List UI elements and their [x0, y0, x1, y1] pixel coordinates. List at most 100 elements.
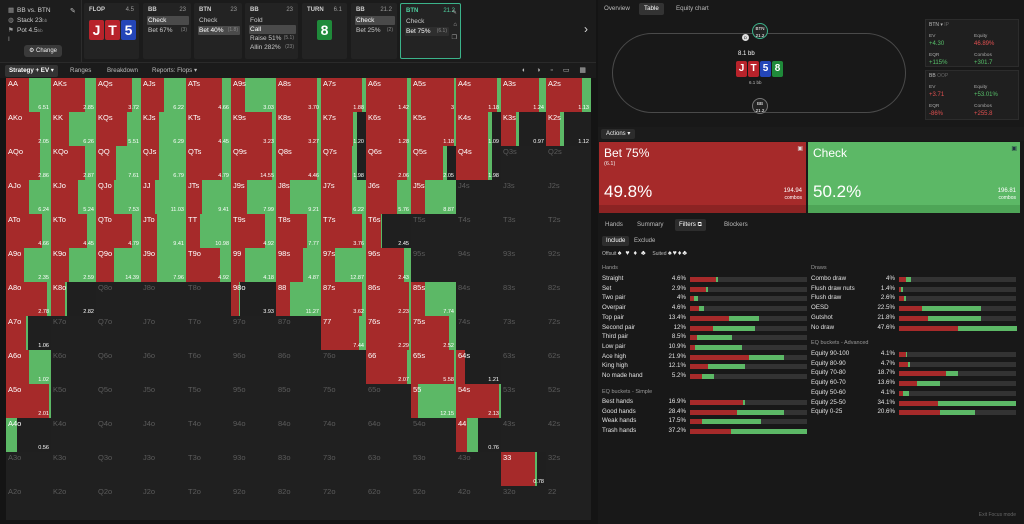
hand-cell[interactable]: Q5o — [96, 384, 141, 418]
filter-row[interactable]: No draw 47.6% — [811, 324, 1017, 333]
hand-cell[interactable]: 98o 3.93 — [231, 282, 276, 316]
hand-cell[interactable]: 87o — [276, 316, 321, 350]
filter-row[interactable]: No made hand 5.2% — [602, 372, 807, 381]
hand-cell[interactable]: 55 12.15 — [411, 384, 456, 418]
tab-overview[interactable]: Overview — [604, 5, 630, 12]
bet-action-card[interactable]: Bet 75% (6.1) 49.8% 194.94 combos ▣ — [599, 142, 806, 213]
filter-row[interactable]: Equity 50-60 4.1% — [811, 389, 1016, 398]
hand-cell[interactable]: Q2o — [96, 486, 141, 520]
hand-cell[interactable]: A9s 3.03 — [231, 78, 276, 112]
hand-cell[interactable]: A7o 1.06 — [6, 316, 51, 350]
street-flop[interactable]: FLOP 4.5 J T 5 — [84, 3, 139, 59]
hand-cell[interactable]: J3s — [501, 180, 546, 214]
filter-row[interactable]: Low pair 10.9% — [602, 343, 807, 352]
hand-cell[interactable]: T7o — [186, 316, 231, 350]
hand-cell[interactable]: 86o — [276, 350, 321, 384]
hand-cell[interactable]: T2s — [546, 214, 591, 248]
hand-cell[interactable]: A3s 1.24 — [501, 78, 546, 112]
hand-cell[interactable]: 76o — [321, 350, 366, 384]
hand-cell[interactable]: AJo 6.24 — [6, 180, 51, 214]
chevron-right-icon[interactable]: › — [584, 22, 588, 36]
include-toggle[interactable]: Include — [602, 236, 630, 246]
hand-cell[interactable]: K9s 3.23 — [231, 112, 276, 146]
hand-cell[interactable]: 84s — [456, 282, 501, 316]
hand-cell[interactable]: 52o — [411, 486, 456, 520]
hand-cell[interactable]: K2o — [51, 486, 96, 520]
hand-cell[interactable]: 33 0.78 — [501, 452, 546, 486]
hand-cell[interactable]: 96s 2.43 — [366, 248, 411, 282]
hand-cell[interactable]: TT 10.98 — [186, 214, 231, 248]
hand-cell[interactable]: K7s 1.20 — [321, 112, 366, 146]
hand-cell[interactable]: JTs 9.41 — [186, 180, 231, 214]
hand-cell[interactable]: 44 0.76 — [456, 418, 501, 452]
hand-cell[interactable]: 66 2.07 — [366, 350, 411, 384]
hand-cell[interactable]: KQs 5.51 — [96, 112, 141, 146]
hand-cell[interactable]: 97s 12.87 — [321, 248, 366, 282]
hand-cell[interactable]: A9o 2.35 — [6, 248, 51, 282]
hand-cell[interactable]: J4s — [456, 180, 501, 214]
hand-cell[interactable]: Q5s 2.05 — [411, 146, 456, 180]
hand-cell[interactable]: A7s 1.88 — [321, 78, 366, 112]
hand-cell[interactable]: 94s — [456, 248, 501, 282]
hand-cell[interactable]: K3o — [51, 452, 96, 486]
action-call[interactable]: Call — [249, 25, 296, 34]
hand-cell[interactable]: JJ 11.03 — [141, 180, 186, 214]
filter-row[interactable]: Good hands 28.4% — [602, 408, 807, 417]
action-allin[interactable]: Allin 282% (23) — [250, 44, 294, 51]
hand-cell[interactable]: 85o — [276, 384, 321, 418]
hand-cell[interactable]: KJs 6.29 — [141, 112, 186, 146]
hand-cell[interactable]: 54o — [411, 418, 456, 452]
tab-table[interactable]: Table — [639, 3, 664, 15]
hand-cell[interactable]: J3o — [141, 452, 186, 486]
hand-cell[interactable]: 97o — [231, 316, 276, 350]
hand-cell[interactable]: A6o 1.02 — [6, 350, 51, 384]
hand-cell[interactable]: 93s — [501, 248, 546, 282]
hand-cell[interactable]: T6o — [186, 350, 231, 384]
hand-cell[interactable]: Q7o — [96, 316, 141, 350]
action-check[interactable]: Check — [355, 16, 395, 25]
action-bet[interactable]: Bet 75% (6.1) — [405, 27, 449, 36]
hand-cell[interactable]: Q4o — [96, 418, 141, 452]
hand-cell[interactable]: 63s — [501, 350, 546, 384]
hand-cell[interactable]: 83o — [276, 452, 321, 486]
hand-cell[interactable]: 95s — [411, 248, 456, 282]
hand-cell[interactable]: 65o — [366, 384, 411, 418]
hand-cell[interactable]: 75o — [321, 384, 366, 418]
hand-cell[interactable]: T3o — [186, 452, 231, 486]
copy-icon[interactable]: ❐ — [451, 35, 457, 41]
suited-suit-icons[interactable]: ♠♥♦♣ — [667, 250, 688, 257]
hand-cell[interactable]: J6o — [141, 350, 186, 384]
filter-row[interactable]: Equity 90-100 4.1% — [811, 350, 1016, 359]
hand-cell[interactable]: A4o 0.56 — [6, 418, 51, 452]
tab-equity-chart[interactable]: Equity chart — [676, 5, 709, 12]
hand-cell[interactable]: Q9s 14.55 — [231, 146, 276, 180]
filter-row[interactable]: Equity 80-90 4.7% — [811, 360, 1016, 369]
filter-row[interactable]: OESD 22.5% — [811, 304, 1016, 313]
hand-cell[interactable]: Q3s — [501, 146, 546, 180]
hand-cell[interactable]: 72o — [321, 486, 366, 520]
hand-cell[interactable]: 62o — [366, 486, 411, 520]
hand-cell[interactable]: J6s 5.76 — [366, 180, 411, 214]
filter-row[interactable]: Equity 70-80 18.7% — [811, 369, 1016, 378]
hand-cell[interactable]: 76s 2.29 — [366, 316, 411, 350]
seat-btn[interactable]: BTN 21.2 — [752, 23, 768, 39]
filter-row[interactable]: Top pair 13.4% — [602, 314, 807, 323]
filter-row[interactable]: Equity 60-70 13.6% — [811, 379, 1016, 388]
action-bet[interactable]: Bet 40% (1.8) — [198, 26, 240, 35]
hand-cell[interactable]: KTo 4.45 — [51, 214, 96, 248]
hand-cell[interactable]: K8o 2.82 — [51, 282, 96, 316]
hand-cell[interactable]: 96o — [231, 350, 276, 384]
hand-cell[interactable]: QJs 6.79 — [141, 146, 186, 180]
hand-cell[interactable]: Q4s 1.98 — [456, 146, 501, 180]
hand-cell[interactable]: K7o — [51, 316, 96, 350]
check-action-card[interactable]: Check 50.2% 196.81 combos ▣ — [808, 142, 1020, 213]
filter-row[interactable]: Two pair 4% — [602, 294, 807, 303]
hand-cell[interactable]: 72s — [546, 316, 591, 350]
filter-row[interactable]: Second pair 12% — [602, 324, 807, 333]
street-turn[interactable]: TURN 6.1 8 — [302, 3, 347, 59]
hand-cell[interactable]: 82s — [546, 282, 591, 316]
hand-cell[interactable]: A3o — [6, 452, 51, 486]
hand-cell[interactable]: J5o — [141, 384, 186, 418]
hand-cell[interactable]: T2o — [186, 486, 231, 520]
hand-cell[interactable]: K6o — [51, 350, 96, 384]
